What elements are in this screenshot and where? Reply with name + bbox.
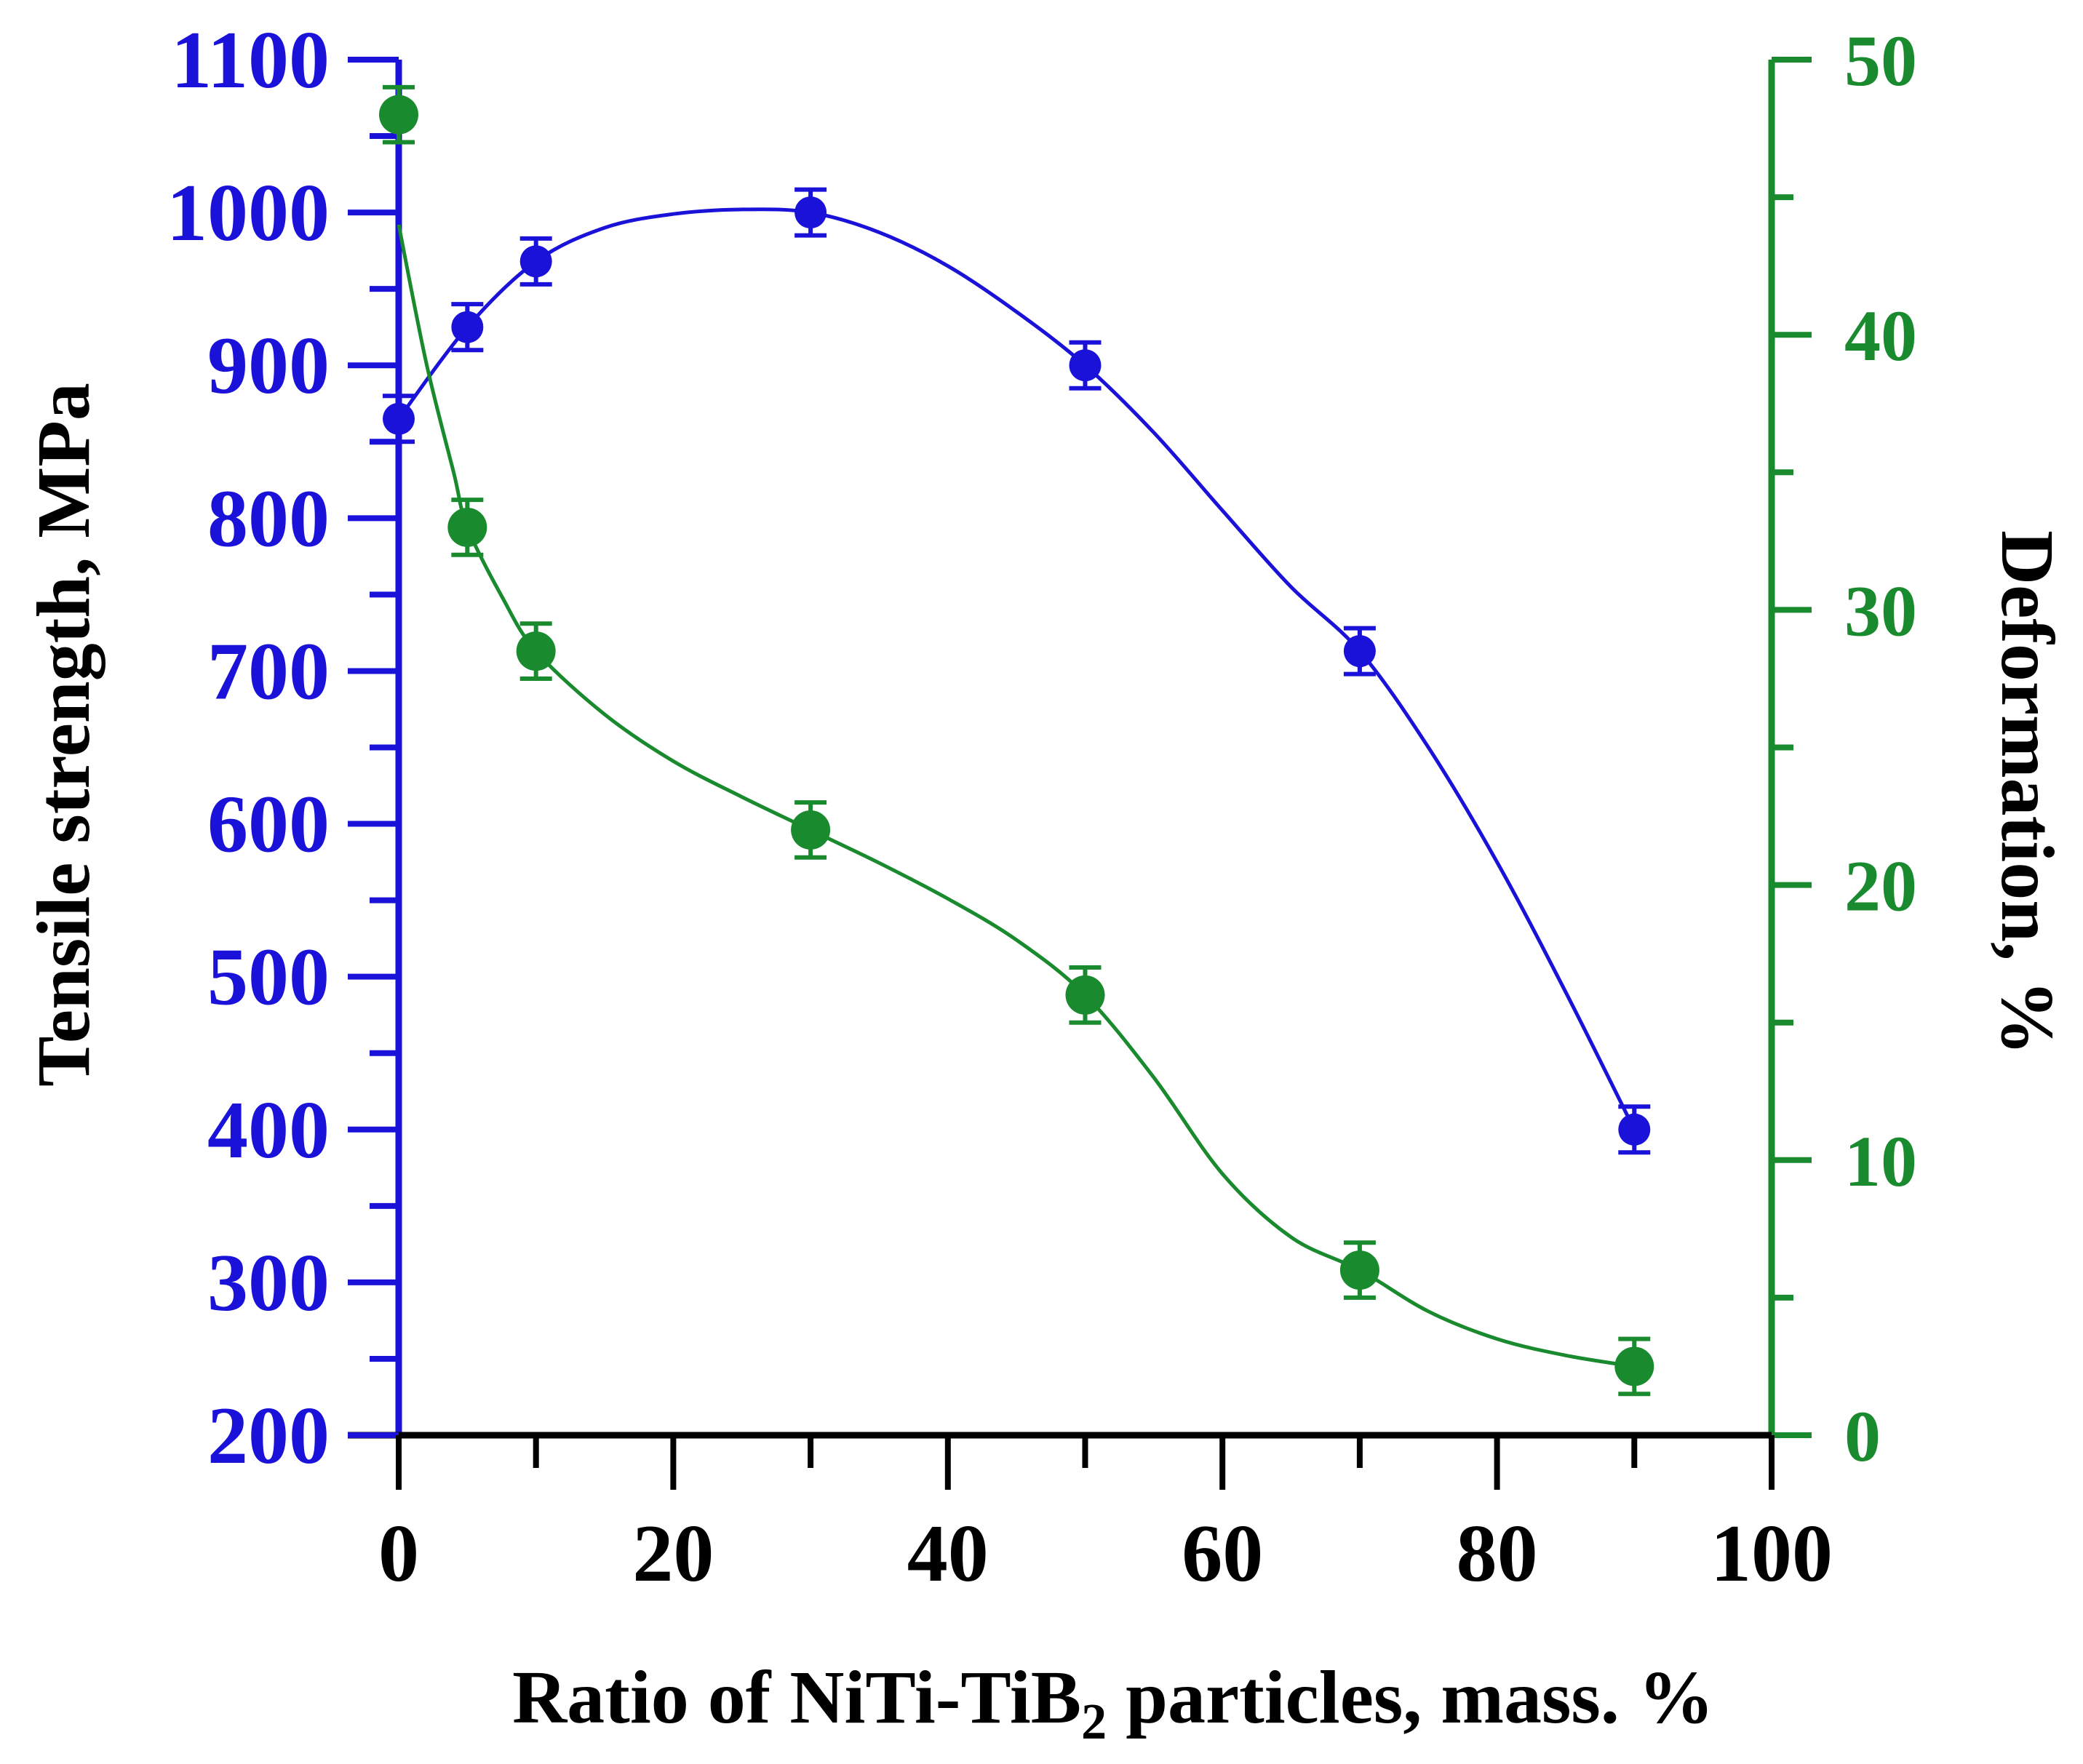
x-axis-tick-label: 0 xyxy=(378,1509,419,1599)
series-group xyxy=(379,84,1654,1397)
y-axis-right-tick-label: 10 xyxy=(1844,1121,1917,1202)
series-deformation xyxy=(379,84,1654,1397)
y-axis-left-tick-label: 900 xyxy=(207,321,330,411)
x-axis-title-subscript: 2 xyxy=(1081,1694,1107,1750)
x-axis-tick-label: 60 xyxy=(1182,1509,1263,1599)
x-axis-tick-label: 40 xyxy=(907,1509,989,1599)
y-axis-right-tick-label: 50 xyxy=(1844,20,1917,101)
y-axis-left-tick-label: 500 xyxy=(207,933,330,1023)
y-axis-left-tick-label: 1100 xyxy=(171,15,330,105)
y-axis-left-tick-label: 1000 xyxy=(167,168,330,258)
y-axis-left-tick-label: 400 xyxy=(207,1085,330,1176)
y-axis-right-tick-label: 40 xyxy=(1844,295,1917,376)
series-deformation-point xyxy=(1065,975,1105,1015)
series-tensile-point xyxy=(1343,635,1376,668)
series-deformation-point xyxy=(447,507,487,547)
series-tensile-point xyxy=(451,311,484,343)
y-axis-left-tick-label: 700 xyxy=(207,626,330,717)
y-axis-right-title: Deformation, % xyxy=(1986,530,2069,1055)
y-axis-left-tick-label: 200 xyxy=(207,1391,330,1481)
series-tensile-point xyxy=(1618,1113,1651,1146)
y-axis-right-tick-label: 20 xyxy=(1844,846,1917,927)
x-axis-title-end: particles, mass. % xyxy=(1107,1656,1714,1739)
tick-labels: 2003004005006007008009001000110001020304… xyxy=(167,15,1917,1599)
series-tensile-point xyxy=(1069,349,1102,382)
y-axis-right-tick-label: 30 xyxy=(1844,570,1917,651)
y-axis-left-tick-label: 600 xyxy=(207,780,330,870)
series-tensile-point xyxy=(383,402,415,435)
series-deformation-point xyxy=(379,95,418,135)
x-axis-tick-label: 20 xyxy=(632,1509,714,1599)
y-axis-left-tick-label: 300 xyxy=(207,1238,330,1328)
series-deformation-line xyxy=(397,224,1635,1368)
series-tensile xyxy=(383,187,1651,1155)
axes xyxy=(348,57,1812,1490)
series-tensile-point xyxy=(794,196,827,229)
y-axis-right-tick-label: 0 xyxy=(1844,1396,1881,1477)
y-axis-left-title: Tensile strength, MPa xyxy=(22,383,105,1087)
series-deformation-point xyxy=(516,631,556,671)
series-deformation-point xyxy=(1614,1346,1654,1386)
series-tensile-point xyxy=(519,245,552,278)
y-axis-left-tick-label: 800 xyxy=(207,474,330,564)
series-deformation-point xyxy=(791,810,831,850)
x-axis-title-main: Ratio of NiTi-TiB xyxy=(512,1656,1081,1739)
x-axis-tick-label: 100 xyxy=(1710,1509,1833,1599)
x-axis-title: Ratio of NiTi-TiB2 particles, mass. % xyxy=(512,1656,1714,1750)
series-tensile-line xyxy=(397,207,1636,1130)
x-axis-tick-label: 80 xyxy=(1457,1509,1538,1599)
series-deformation-point xyxy=(1339,1250,1379,1290)
